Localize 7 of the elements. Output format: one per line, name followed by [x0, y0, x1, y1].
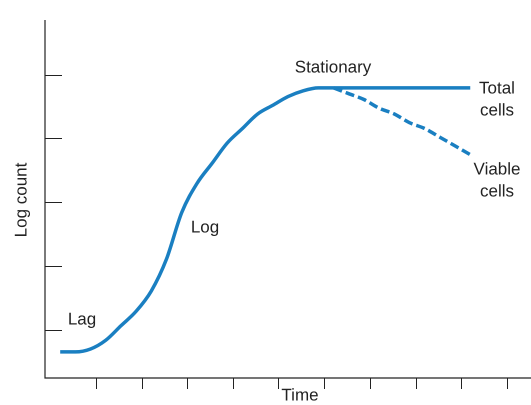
annotation: Log: [190, 218, 220, 237]
series-label: Total cells: [479, 78, 515, 120]
annotation: Lag: [68, 310, 96, 329]
x-axis-title: Time: [281, 386, 319, 405]
series-label: Viable cells: [474, 159, 520, 200]
text: Stationary: [294, 58, 372, 77]
y-axis-title: Log count: [12, 162, 31, 238]
